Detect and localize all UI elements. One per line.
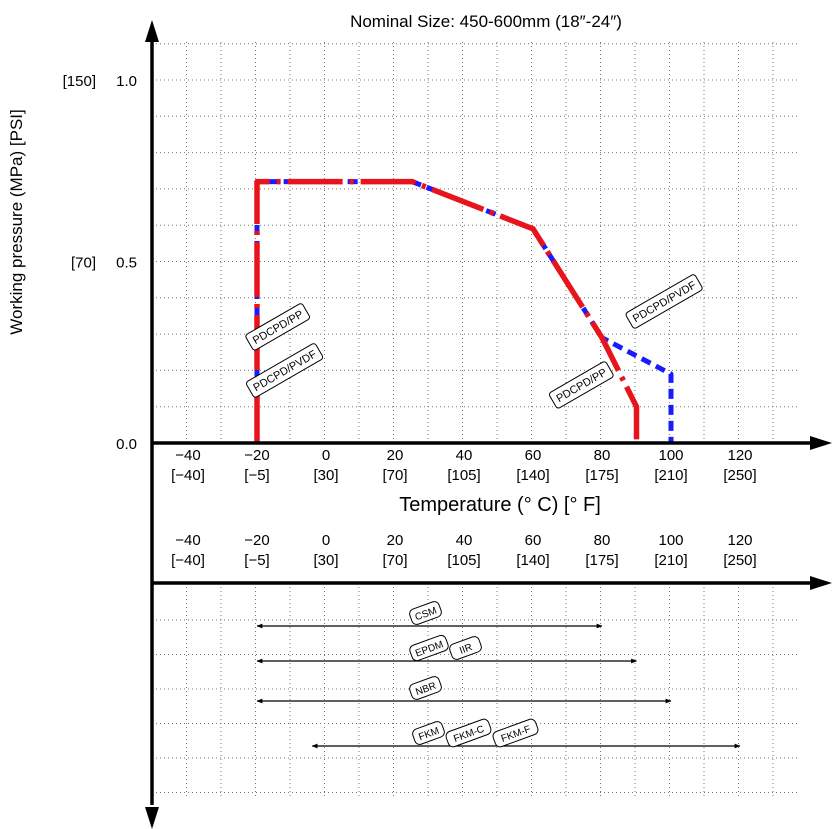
- series-label-text: PDCPD/PVDF: [251, 348, 319, 394]
- x-tick-label-celsius: 0: [322, 532, 330, 549]
- x-tick-labels-lower: −40 [−40] −20 [−5] 0 [30] 20 [70] 40 [105] 60 [140]…: [171, 532, 757, 569]
- seal-label: EPDM: [409, 634, 449, 662]
- x-tick-label-celsius: 0: [322, 447, 330, 464]
- axes: [145, 20, 832, 829]
- seal-label-box: [412, 721, 445, 745]
- x-tick-label-fahrenheit: [−40]: [171, 552, 205, 569]
- seal-label-box: [409, 676, 442, 700]
- seal-label-text: IIR: [458, 642, 474, 657]
- series-line-pdcpd-pvdf: [254, 179, 674, 443]
- x-tick-label-celsius: 100: [658, 532, 683, 549]
- x-tick-label-celsius: 100: [658, 447, 683, 464]
- y-tick-psi-label: [150]: [63, 73, 96, 90]
- x-tick-label-celsius: −20: [244, 447, 269, 464]
- x-tick-label-fahrenheit: [30]: [313, 552, 338, 569]
- x-tick-label-celsius: 60: [525, 532, 542, 549]
- x-tick-label-fahrenheit: [−40]: [171, 467, 205, 484]
- x-tick-label-fahrenheit: [70]: [382, 467, 407, 484]
- x-tick-label-celsius: 20: [387, 447, 404, 464]
- seal-label-box: [492, 718, 539, 748]
- upper-grid: [152, 42, 800, 443]
- seal-label-box: [449, 636, 482, 660]
- seal-label: NBR: [409, 676, 442, 700]
- seal-label-box: [409, 601, 442, 625]
- x-tick-label-celsius: −40: [175, 532, 200, 549]
- series-label-box: [548, 361, 614, 409]
- y-tick-label: 0.5: [116, 255, 137, 272]
- x-tick-label-fahrenheit: [175]: [585, 467, 618, 484]
- series-label-box: [246, 343, 324, 398]
- x-tick-label-fahrenheit: [−5]: [244, 467, 269, 484]
- x-tick-label-celsius: −20: [244, 532, 269, 549]
- series-label: PDCPD/PP: [548, 361, 614, 409]
- x-tick-label-fahrenheit: [210]: [654, 552, 687, 569]
- seal-label: FKM-F: [492, 718, 539, 748]
- y-axis-arrow-top: [145, 20, 159, 42]
- x-tick-label-fahrenheit: [−5]: [244, 552, 269, 569]
- x-tick-label-celsius: 40: [456, 532, 473, 549]
- series-lines: [254, 178, 674, 443]
- seal-label: FKM: [412, 721, 445, 745]
- series-label-text: PDCPD/PVDF: [631, 279, 699, 325]
- x-tick-label-fahrenheit: [70]: [382, 552, 407, 569]
- x-tick-labels-upper: −40 [−40] −20 [−5] 0 [30] 20 [70] 40 [105] 60 [140]…: [171, 447, 757, 484]
- y-tick-psi-label: [70]: [71, 255, 96, 272]
- seal-temperature-ranges: CSM EPDM IIR NBR FKM FKM-C FKM-F: [256, 601, 741, 749]
- series-label: PDCPD/PVDF: [625, 274, 703, 329]
- x-tick-label-fahrenheit: [250]: [723, 552, 756, 569]
- x-tick-label-celsius: 80: [594, 532, 611, 549]
- x-axis-arrow: [810, 436, 832, 450]
- x-tick-label-celsius: 60: [525, 447, 542, 464]
- series-line-pdcpd-pp: [254, 178, 640, 443]
- y-tick-label: 1.0: [116, 73, 137, 90]
- x-tick-label-fahrenheit: [105]: [447, 467, 480, 484]
- x-axis-label: Temperature (° C) [° F]: [399, 494, 601, 516]
- x-tick-label-fahrenheit: [140]: [516, 552, 549, 569]
- series-label-box: [245, 303, 311, 351]
- seal-label-box: [445, 718, 492, 748]
- x-tick-label-fahrenheit: [105]: [447, 552, 480, 569]
- y-axis-arrow-bottom: [145, 807, 159, 829]
- x-tick-label-celsius: 120: [727, 447, 752, 464]
- x-tick-label-celsius: 20: [387, 532, 404, 549]
- lower-grid: [152, 583, 800, 798]
- x-tick-label-fahrenheit: [210]: [654, 467, 687, 484]
- x-tick-label-fahrenheit: [175]: [585, 552, 618, 569]
- lower-x-axis-arrow: [810, 576, 832, 590]
- x-tick-label-fahrenheit: [30]: [313, 467, 338, 484]
- y-tick-labels: 0.0 0.5 [70] 1.0 [150]: [63, 73, 137, 453]
- x-tick-label-fahrenheit: [250]: [723, 467, 756, 484]
- seal-label-box: [409, 634, 449, 662]
- x-tick-label-celsius: 40: [456, 447, 473, 464]
- seal-label: FKM-C: [445, 718, 492, 748]
- x-tick-label-celsius: −40: [175, 447, 200, 464]
- x-tick-label-celsius: 120: [727, 532, 752, 549]
- series-label-box: [625, 274, 703, 329]
- seal-label: IIR: [449, 636, 482, 660]
- x-tick-label-fahrenheit: [140]: [516, 467, 549, 484]
- y-tick-label: 0.0: [116, 436, 137, 453]
- y-axis-label: Working pressure (MPa) [PSI]: [7, 109, 26, 334]
- seal-label: CSM: [409, 601, 442, 625]
- x-tick-label-celsius: 80: [594, 447, 611, 464]
- chart-title: Nominal Size: 450-600mm (18″-24″): [350, 12, 622, 31]
